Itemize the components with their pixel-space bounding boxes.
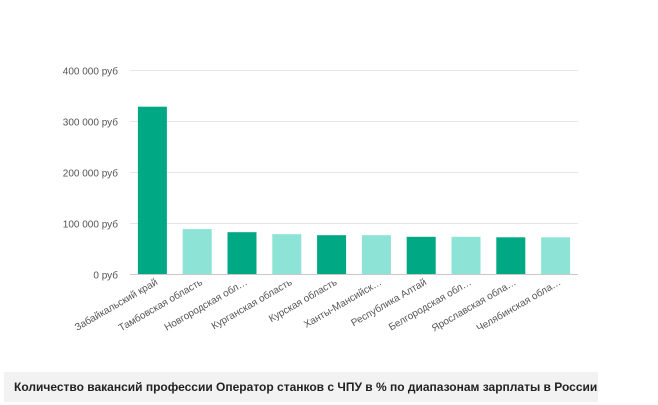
x-tick-label: Ярославская обла… [430,276,519,334]
y-axis-ticks: 0 руб 100 000 руб 200 000 руб 300 000 руб 40… [63,66,118,282]
y-tick-label: 0 руб [93,270,118,282]
x-tick-label: Ханты-Мансийск… [302,277,384,330]
x-tick-label: Республика Алтай [349,276,429,329]
bar-chart: 0 руб 100 000 руб 200 000 руб 300 000 руб 40… [63,66,578,334]
bar[interactable] [317,235,347,274]
y-tick-label: 400 000 руб [63,66,118,78]
bar[interactable] [541,237,571,274]
x-tick-label: Новгородская обл… [162,276,249,333]
chart-area: 0 руб 100 000 руб 200 000 руб 300 000 руб 40… [62,65,578,335]
bar[interactable] [496,237,526,274]
y-tick-label: 300 000 руб [63,117,118,129]
bar[interactable] [451,236,481,274]
bar[interactable] [272,234,302,274]
y-tick-label: 200 000 руб [63,168,118,180]
bar[interactable] [137,106,167,274]
bar[interactable] [361,235,391,274]
x-tick-label: Курганская область [209,276,294,332]
bars [137,106,571,274]
gridlines [130,70,578,275]
bar[interactable] [182,229,212,274]
chart-caption: Количество вакансий профессии Оператор с… [4,372,598,402]
bar[interactable] [406,236,436,274]
bar[interactable] [227,232,257,274]
x-tick-label: Тамбовская область [117,276,205,334]
y-tick-label: 100 000 руб [63,219,118,231]
x-tick-label: Челябинская обла… [474,276,563,334]
